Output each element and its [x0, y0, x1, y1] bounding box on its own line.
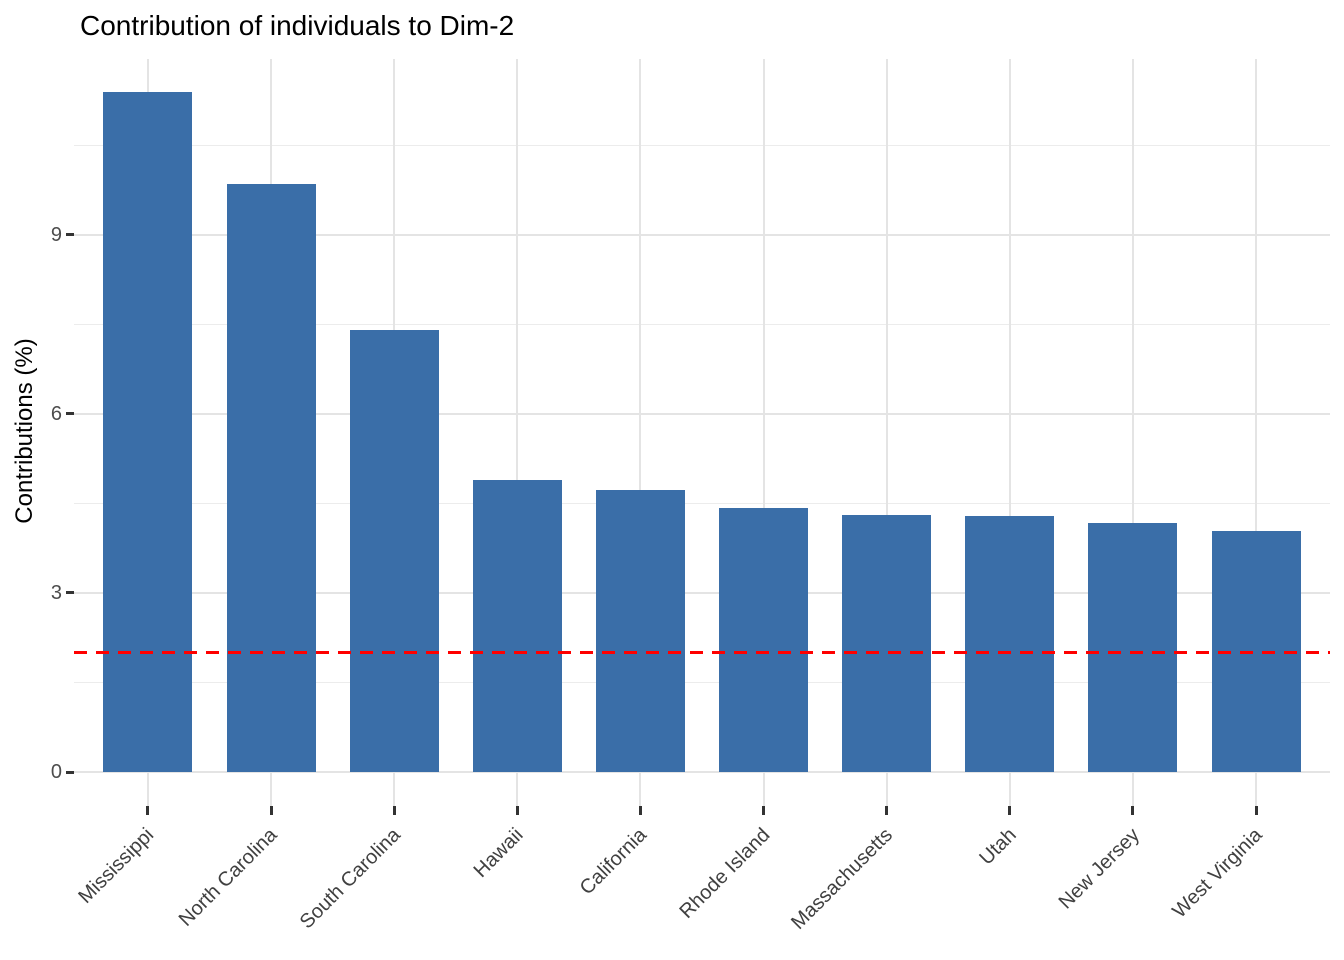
bar-hawaii [472, 480, 562, 772]
y-tick [66, 770, 74, 774]
x-tick [146, 806, 150, 815]
v-gridline [885, 59, 888, 808]
x-tick [269, 806, 273, 815]
bar-massachusetts [842, 514, 932, 772]
x-tick-label: Massachusetts [787, 824, 898, 934]
x-tick-label: California [575, 824, 651, 900]
x-tick-label: Utah [974, 824, 1021, 870]
h-gridline-minor [74, 145, 1330, 147]
h-gridline-major [74, 233, 1330, 236]
v-gridline [516, 59, 519, 808]
y-tick-label: 9 [50, 223, 62, 246]
x-tick-label: Hawaii [469, 824, 528, 883]
y-tick-label: 0 [50, 761, 62, 783]
y-tick-label: 6 [50, 402, 62, 425]
x-tick-label: North Carolina [174, 824, 282, 931]
x-tick [885, 806, 889, 815]
x-tick [1254, 806, 1258, 815]
x-tick [392, 806, 396, 815]
h-gridline-minor [74, 682, 1330, 684]
v-gridline [762, 59, 765, 808]
v-gridline [1255, 59, 1258, 808]
x-tick [762, 806, 766, 815]
bar-north-carolina [226, 184, 316, 772]
y-tick-label: 3 [50, 581, 62, 604]
bar-new-jersey [1088, 523, 1178, 772]
x-tick [638, 806, 642, 815]
x-tick [1131, 806, 1135, 815]
reference-line [74, 651, 1330, 655]
x-tick-label: New Jersey [1054, 824, 1144, 914]
h-gridline-major [74, 412, 1330, 415]
v-gridline [1008, 59, 1011, 808]
v-gridline [1131, 59, 1134, 808]
x-tick-label: Rhode Island [675, 824, 775, 923]
h-gridline-major [74, 771, 1330, 773]
bar-utah [965, 516, 1055, 772]
x-tick [515, 806, 519, 815]
y-tick [66, 412, 74, 416]
chart-title: Contribution of individuals to Dim-2 [80, 10, 515, 41]
bar-rhode-island [719, 508, 809, 772]
x-tick-label: South Carolina [295, 824, 405, 934]
bar-mississippi [103, 91, 193, 772]
y-tick [66, 233, 74, 237]
h-gridline-minor [74, 503, 1330, 505]
v-gridline [639, 59, 642, 808]
bar-south-carolina [349, 329, 439, 772]
h-gridline-minor [74, 324, 1330, 326]
y-axis-title: Contributions (%) [11, 338, 38, 524]
h-gridline-major [74, 591, 1330, 594]
plot-panel [74, 59, 1330, 808]
x-tick-label: Mississippi [74, 824, 159, 908]
bar-california [595, 489, 685, 772]
x-tick-label: West Virginia [1168, 824, 1267, 923]
x-tick [1008, 806, 1012, 815]
y-tick [66, 591, 74, 595]
